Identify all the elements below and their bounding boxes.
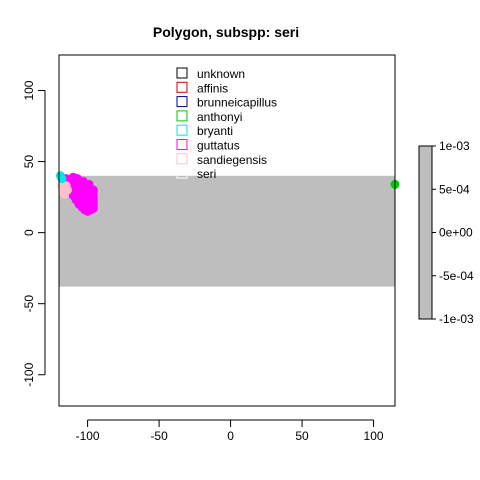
x-tick-label: 0	[227, 429, 234, 443]
legend-swatch-brunneicapillus	[176, 96, 188, 108]
legend-label-bryanti: bryanti	[197, 124, 233, 138]
plot-area	[59, 175, 395, 287]
colorbar-tick-label: -5e-04	[439, 269, 474, 283]
legend-swatch-bryanti	[176, 124, 188, 136]
x-tick-label: -100	[76, 429, 100, 443]
legend-swatch-guttatus	[176, 139, 188, 150]
point-sandiegensis	[60, 189, 70, 199]
x-axis: -100 -50 0 50 100	[76, 419, 384, 443]
legend-label-unknown: unknown	[197, 67, 245, 81]
colorbar-tick-label: 1e-03	[439, 139, 470, 153]
y-tick-label: 100	[22, 80, 36, 100]
raster-band	[59, 175, 395, 287]
plot-frame	[58, 54, 396, 407]
colorbar: 1e-03 5e-04 0e+00 -5e-04 -1e-03	[418, 139, 474, 326]
legend-label-sandiegensis: sandiegensis	[197, 153, 267, 167]
legend-swatch-seri	[176, 167, 188, 179]
legend-label-anthonyi: anthonyi	[197, 110, 242, 124]
legend-swatch-affinis	[176, 81, 188, 93]
point-guttatus	[84, 179, 94, 189]
x-tick-label: 100	[364, 429, 384, 443]
x-tick-label: 50	[295, 429, 309, 443]
y-tick-label: -100	[22, 362, 36, 386]
colorbar-scale	[418, 145, 433, 320]
legend-label-brunneicapillus: brunneicapillus	[197, 96, 277, 110]
legend-swatch-anthonyi	[176, 110, 188, 122]
x-tick-label: -50	[150, 429, 168, 443]
data-points	[55, 171, 400, 216]
legend-swatch-unknown	[176, 67, 188, 79]
colorbar-tick-label: -1e-03	[439, 312, 474, 326]
y-tick-label: 0	[22, 229, 36, 236]
y-axis: -100 -50 0 50 100	[22, 80, 46, 387]
legend: unknownaffinisbrunneicapillusanthonyibry…	[176, 67, 277, 181]
legend-label-affinis: affinis	[197, 81, 228, 95]
point-bryanti	[57, 174, 67, 184]
colorbar-tick-label: 5e-04	[439, 182, 470, 196]
legend-label-guttatus: guttatus	[197, 139, 240, 153]
colorbar-tick-label: 0e+00	[439, 226, 473, 240]
y-tick-label: 50	[22, 155, 36, 169]
chart-title: Polygon, subspp: seri	[153, 24, 299, 40]
legend-swatch-sandiegensis	[176, 153, 188, 165]
point-guttatus	[88, 196, 98, 206]
legend-label-seri: seri	[197, 167, 216, 181]
y-tick-label: -50	[22, 295, 36, 313]
